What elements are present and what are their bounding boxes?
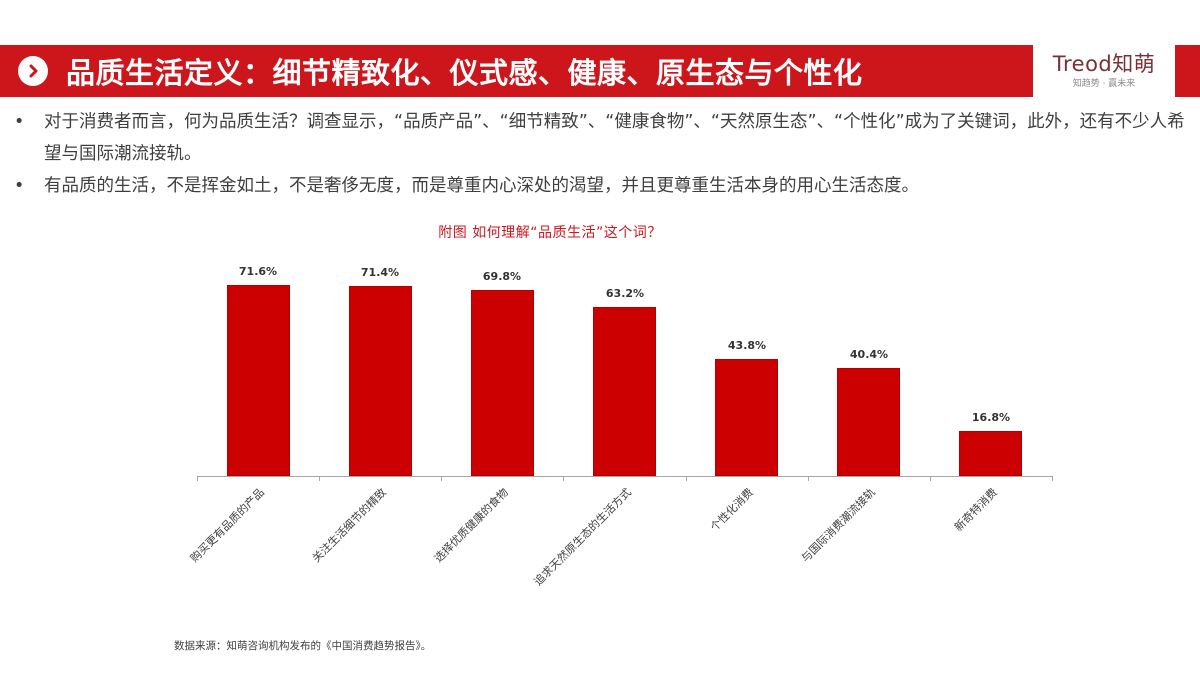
logo-slogan: 知趋势 · 赢未来 <box>1072 78 1136 89</box>
chevron-right-circle-icon <box>18 56 48 86</box>
bar-value-label: 71.4% <box>360 266 400 279</box>
bar <box>471 290 534 476</box>
bullet-list: • 对于消费者而言，何为品质生活？调查显示，“品质产品”、“细节精致”、“健康食… <box>14 106 1194 202</box>
chart-title: 附图 如何理解“品质生活”这个词？ <box>438 225 662 241</box>
category-label: 关注生活细节的精致 <box>309 485 389 565</box>
x-axis-tick <box>686 476 687 481</box>
bar <box>349 286 412 476</box>
bar <box>837 368 900 476</box>
bar-value-label: 43.8% <box>727 339 767 352</box>
page-title: 品质生活定义：细节精致化、仪式感、健康、原生态与个性化 <box>66 56 863 90</box>
bar <box>227 285 290 476</box>
bar <box>593 307 656 476</box>
bar <box>959 431 1022 476</box>
x-axis-tick <box>197 476 198 481</box>
bar <box>715 359 778 476</box>
x-axis-tick <box>1052 476 1053 481</box>
category-label: 追求天然原生态的生活方式 <box>531 485 634 589</box>
bar-value-label: 63.2% <box>605 287 645 300</box>
bar-value-label: 40.4% <box>849 348 889 361</box>
x-axis-tick <box>930 476 931 481</box>
brand-logo: Treod知萌 知趋势 · 赢未来 <box>1033 45 1175 97</box>
bar-value-label: 69.8% <box>482 270 522 283</box>
bullet-dot: • <box>14 176 25 196</box>
x-axis-tick <box>319 476 320 481</box>
bullet-text: 有品质的生活，不是挥金如土，不是奢侈无度，而是尊重内心深处的渴望，并且更尊重生活… <box>44 176 919 196</box>
x-axis-tick <box>808 476 809 481</box>
category-label: 与国际消费潮流接轨 <box>798 485 878 565</box>
bullet-dot: • <box>14 112 25 132</box>
bar-value-label: 71.6% <box>238 265 278 278</box>
category-label: 新奇特消费 <box>951 485 1000 534</box>
data-source-note: 数据来源：知萌咨询机构发布的《中国消费趋势报告》。 <box>174 640 432 652</box>
title-banner: 品质生活定义：细节精致化、仪式感、健康、原生态与个性化 <box>0 45 1033 97</box>
x-axis-tick <box>441 476 442 481</box>
category-label: 个性化消费 <box>707 485 756 534</box>
bar-value-label: 16.8% <box>971 411 1011 424</box>
banner-right-strip <box>1175 45 1200 97</box>
bullet-item: • 有品质的生活，不是挥金如土，不是奢侈无度，而是尊重内心深处的渴望，并且更尊重… <box>14 170 1194 202</box>
x-axis-tick <box>563 476 564 481</box>
bullet-item: • 对于消费者而言，何为品质生活？调查显示，“品质产品”、“细节精致”、“健康食… <box>14 106 1194 170</box>
x-axis <box>197 476 1052 477</box>
category-label: 选择优质健康的食物 <box>431 485 511 565</box>
category-label: 购买更有品质的产品 <box>187 485 267 565</box>
bullet-text: 对于消费者而言，何为品质生活？调查显示，“品质产品”、“细节精致”、“健康食物”… <box>44 112 1185 164</box>
logo-wordmark: Treod知萌 <box>1052 51 1156 76</box>
